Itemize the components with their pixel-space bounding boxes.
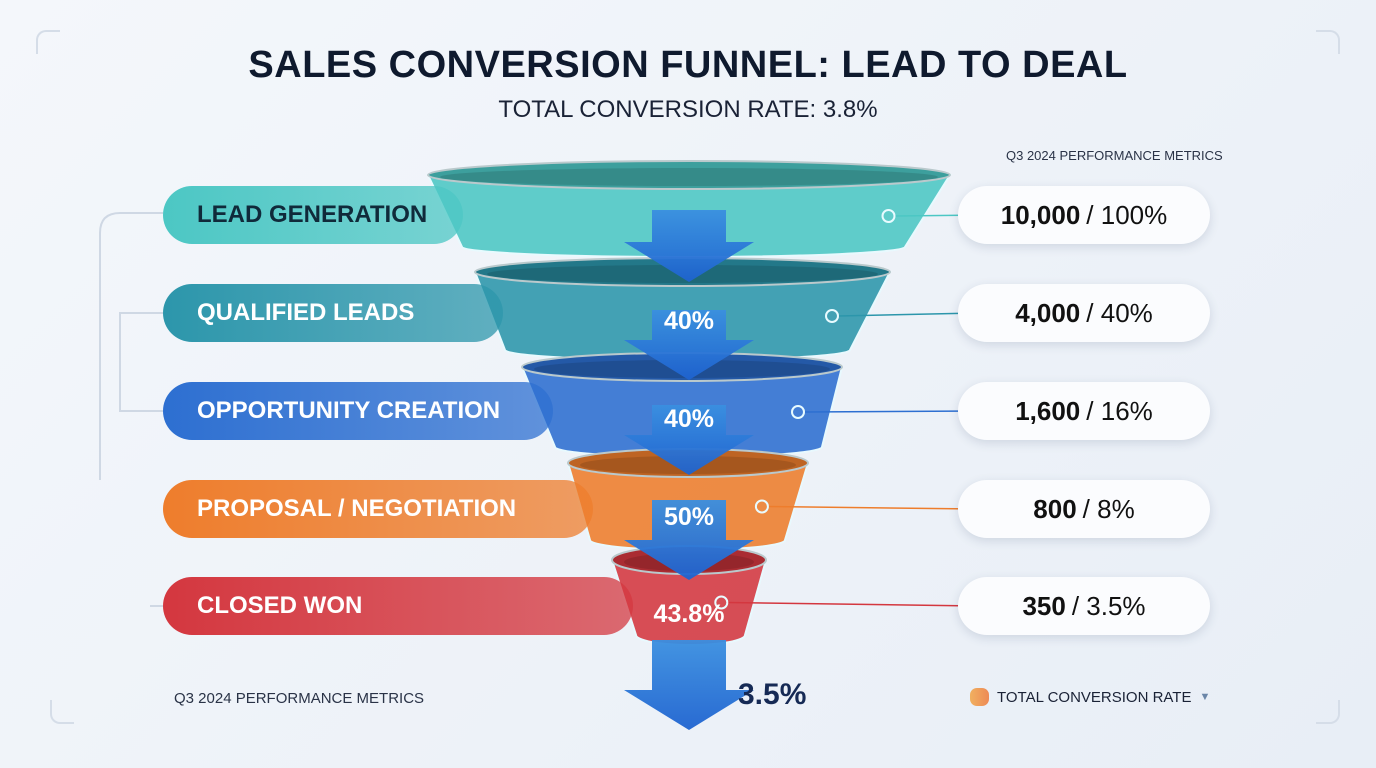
stage-share-value: 40% (1100, 297, 1153, 328)
stage-value: 800/ 8% (958, 480, 1210, 538)
stage-count: 4,000 (1015, 297, 1081, 328)
stage-name: QUALIFIED LEADS (197, 299, 415, 326)
stage-value: 1,600/ 16% (958, 382, 1210, 440)
connector-node (714, 595, 729, 610)
stage-share-value: 16% (1100, 395, 1153, 426)
flow-arrow (624, 310, 754, 380)
stage-count: 800 (1033, 493, 1077, 524)
legend-swatch (970, 688, 989, 706)
flow-arrow (624, 405, 754, 475)
stage-count: 350 (1022, 590, 1066, 621)
connector-line (727, 601, 978, 607)
period-label-top: Q3 2024 PERFORMANCE METRICS (1006, 148, 1223, 163)
stage-label: LEAD GENERATION (163, 186, 463, 244)
stage-label: OPPORTUNITY CREATION (163, 382, 553, 440)
stage-value: 350/ 3.5% (958, 577, 1210, 635)
stage-label: QUALIFIED LEADS (163, 284, 503, 342)
stage-count: 10,000 (1000, 199, 1081, 230)
stage-count: 1,600 (1015, 395, 1081, 426)
step-conversion-rate: 40% (663, 307, 715, 335)
stage-share: / 3.5% (1071, 590, 1146, 621)
connector-node (791, 405, 805, 419)
stage-name: PROPOSAL / NEGOTIATION (197, 495, 517, 522)
flow-arrow (624, 500, 754, 580)
stage-name: LEAD GENERATION (197, 201, 428, 228)
stage-label: CLOSED WON (163, 577, 633, 635)
chart-subtitle: TOTAL CONVERSION RATE: 3.8% (498, 96, 878, 123)
period-label-bottom: Q3 2024 PERFORMANCE METRICS (174, 690, 425, 707)
stage-share: / 8% (1082, 493, 1135, 524)
stage-share: / 40% (1086, 297, 1153, 328)
frame-corner (50, 700, 74, 724)
frame-corner (1316, 700, 1340, 724)
connector-line (767, 505, 978, 510)
stage-value: 10,000/ 100% (958, 186, 1210, 244)
stage-label: PROPOSAL / NEGOTIATION (163, 480, 593, 538)
stage-share: / 16% (1086, 395, 1153, 426)
step-conversion-rate: 50% (663, 503, 715, 531)
decor-line (99, 212, 163, 607)
connector-node (825, 309, 839, 323)
frame-corner (36, 30, 60, 54)
connector-line (837, 312, 978, 317)
caret-down-icon[interactable]: ▼ (1199, 691, 1211, 703)
funnel-rim (427, 160, 951, 190)
chart-title: SALES CONVERSION FUNNEL: LEAD TO DEAL (248, 44, 1128, 86)
flow-arrow (624, 640, 754, 730)
legend: TOTAL CONVERSION RATE ▼ (970, 688, 1210, 706)
stage-name: OPPORTUNITY CREATION (197, 397, 501, 424)
final-conversion-rate: 3.5% (738, 678, 807, 711)
flow-arrow (624, 210, 754, 282)
stage-share-value: 8% (1097, 493, 1135, 524)
legend-label: TOTAL CONVERSION RATE (997, 688, 1192, 706)
stage-share: / 100% (1086, 199, 1168, 230)
frame-corner (1316, 30, 1340, 54)
stage-name: CLOSED WON (197, 592, 363, 619)
stage-share-value: 3.5% (1086, 590, 1146, 621)
step-conversion-rate: 40% (663, 405, 715, 433)
stage-value: 4,000/ 40% (958, 284, 1210, 342)
funnel-rim-inner (440, 168, 938, 186)
connector-line (803, 410, 978, 413)
connector-node (881, 209, 896, 223)
step-conversion-rate: 43.8% (653, 600, 725, 628)
connector-node (754, 499, 769, 514)
stage-share-value: 100% (1100, 199, 1168, 230)
